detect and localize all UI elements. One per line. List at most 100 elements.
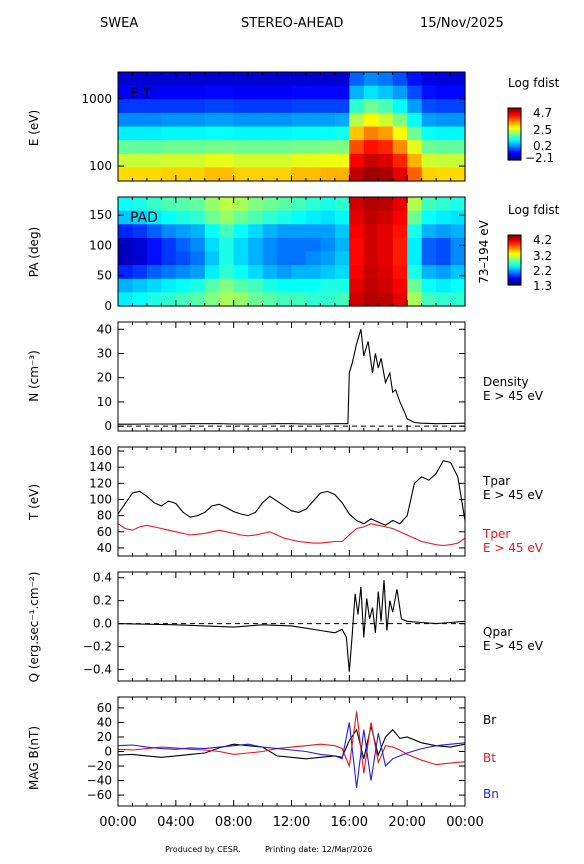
et-cell	[190, 140, 206, 155]
pad-cell	[204, 265, 220, 280]
et-cell	[132, 140, 148, 155]
pad-colorbar-tick-2: 3.2	[533, 249, 552, 263]
et-cell	[363, 153, 379, 168]
temperature-ytick-label: 100	[89, 492, 112, 506]
et-colorbar-step	[508, 143, 521, 145]
pad-cell	[291, 210, 307, 225]
pad-cell	[132, 265, 148, 280]
et-colorbar-step	[508, 117, 521, 119]
et-cell	[262, 126, 278, 141]
et-cell	[378, 85, 394, 100]
et-cell	[392, 140, 408, 155]
pad-colorbar-step	[508, 253, 521, 256]
et-colorbar-step	[508, 108, 521, 110]
et-cell	[349, 126, 365, 141]
et-colorbar-step	[508, 148, 521, 151]
pad-colorbar-step	[508, 240, 521, 242]
et-cell	[450, 126, 466, 141]
et-cell	[450, 85, 466, 100]
et-cell	[392, 153, 408, 168]
pad-cell	[291, 224, 307, 239]
pad-cell	[146, 224, 162, 239]
et-cell	[132, 153, 148, 168]
pad-ytick-label: 100	[89, 238, 112, 252]
pad-cell	[349, 251, 365, 266]
et-cell	[450, 167, 466, 182]
et-cell	[262, 85, 278, 100]
pad-cell	[305, 210, 322, 225]
pad-cell	[161, 224, 177, 239]
et-cell	[378, 72, 394, 87]
et-cell	[262, 140, 278, 155]
pad-cell	[334, 278, 350, 293]
pad-cell	[190, 210, 206, 225]
et-cell	[118, 85, 134, 100]
pad-colorbar-step	[508, 261, 521, 264]
mag-frame	[117, 696, 466, 807]
pad-panel-label: PAD	[130, 210, 158, 226]
pad-colorbar-title: Log fdist	[508, 203, 560, 217]
pad-cell	[233, 265, 249, 280]
et-cell	[305, 153, 322, 168]
et-cell	[436, 153, 452, 168]
pad-cell	[204, 210, 220, 225]
footer-produced: Produced by CESR.	[165, 845, 241, 854]
et-cell	[291, 153, 307, 168]
et-cell	[161, 167, 177, 182]
et-cell	[118, 140, 134, 155]
pad-cell	[349, 278, 365, 293]
pad-colorbar-step	[508, 263, 521, 266]
pad-cell	[334, 237, 350, 253]
et-cell	[334, 153, 350, 168]
pad-cell	[146, 197, 162, 212]
pad-cell	[248, 210, 264, 225]
pad-cell	[233, 210, 249, 225]
pad-cell	[219, 197, 235, 212]
et-cell	[421, 126, 437, 141]
et-cell	[421, 85, 437, 100]
header-instrument: SWEA	[100, 16, 138, 31]
pad-colorbar-step	[508, 243, 521, 246]
pad-cell	[320, 265, 336, 280]
mag-bt-line	[117, 711, 466, 774]
density-frame	[117, 321, 466, 432]
density-ytick-label: 20	[97, 371, 112, 385]
pad-cell	[248, 292, 264, 307]
et-cell	[277, 72, 293, 87]
et-cell	[436, 72, 452, 87]
et-cell	[334, 85, 350, 100]
pad-colorbar-step	[508, 260, 521, 262]
pad-cell	[248, 237, 264, 253]
et-cell	[277, 140, 293, 155]
mag-ytick-label: 20	[97, 730, 112, 744]
pad-cell	[132, 278, 148, 293]
pad-colorbar-step	[508, 256, 521, 259]
et-colorbar-step	[508, 147, 521, 149]
pad-cell	[118, 210, 134, 225]
pad-cell	[305, 237, 322, 253]
density-ytick-label: 40	[97, 322, 112, 336]
et-cell	[407, 126, 423, 141]
density-ylabel: N (cm⁻³)	[27, 350, 41, 402]
pad-cell	[407, 278, 423, 293]
pad-cell	[233, 237, 249, 253]
et-cell	[291, 72, 307, 87]
pad-cell	[392, 278, 408, 293]
pad-cell	[349, 197, 365, 212]
et-cell	[146, 85, 162, 100]
pad-cell	[320, 278, 336, 293]
pad-cell	[146, 278, 162, 293]
et-colorbar-step	[508, 127, 521, 130]
et-colorbar-tick-2: 2.5	[533, 123, 552, 137]
pad-cell	[334, 224, 350, 239]
et-cell	[305, 167, 322, 182]
et-colorbar-step	[508, 157, 521, 160]
et-colorbar-step	[508, 152, 521, 155]
tper-series-subtitle: E > 45 eV	[483, 541, 544, 555]
heatflux-frame	[117, 571, 466, 682]
heat-flux-panel: −0.4 −0.2 0.0 0.2 0.4	[83, 571, 466, 682]
et-cell	[118, 99, 134, 114]
density-series-name: Density	[483, 375, 529, 389]
temperature-panel: 40 60 80 100 120 140 160	[89, 444, 466, 557]
et-cell	[407, 72, 423, 87]
